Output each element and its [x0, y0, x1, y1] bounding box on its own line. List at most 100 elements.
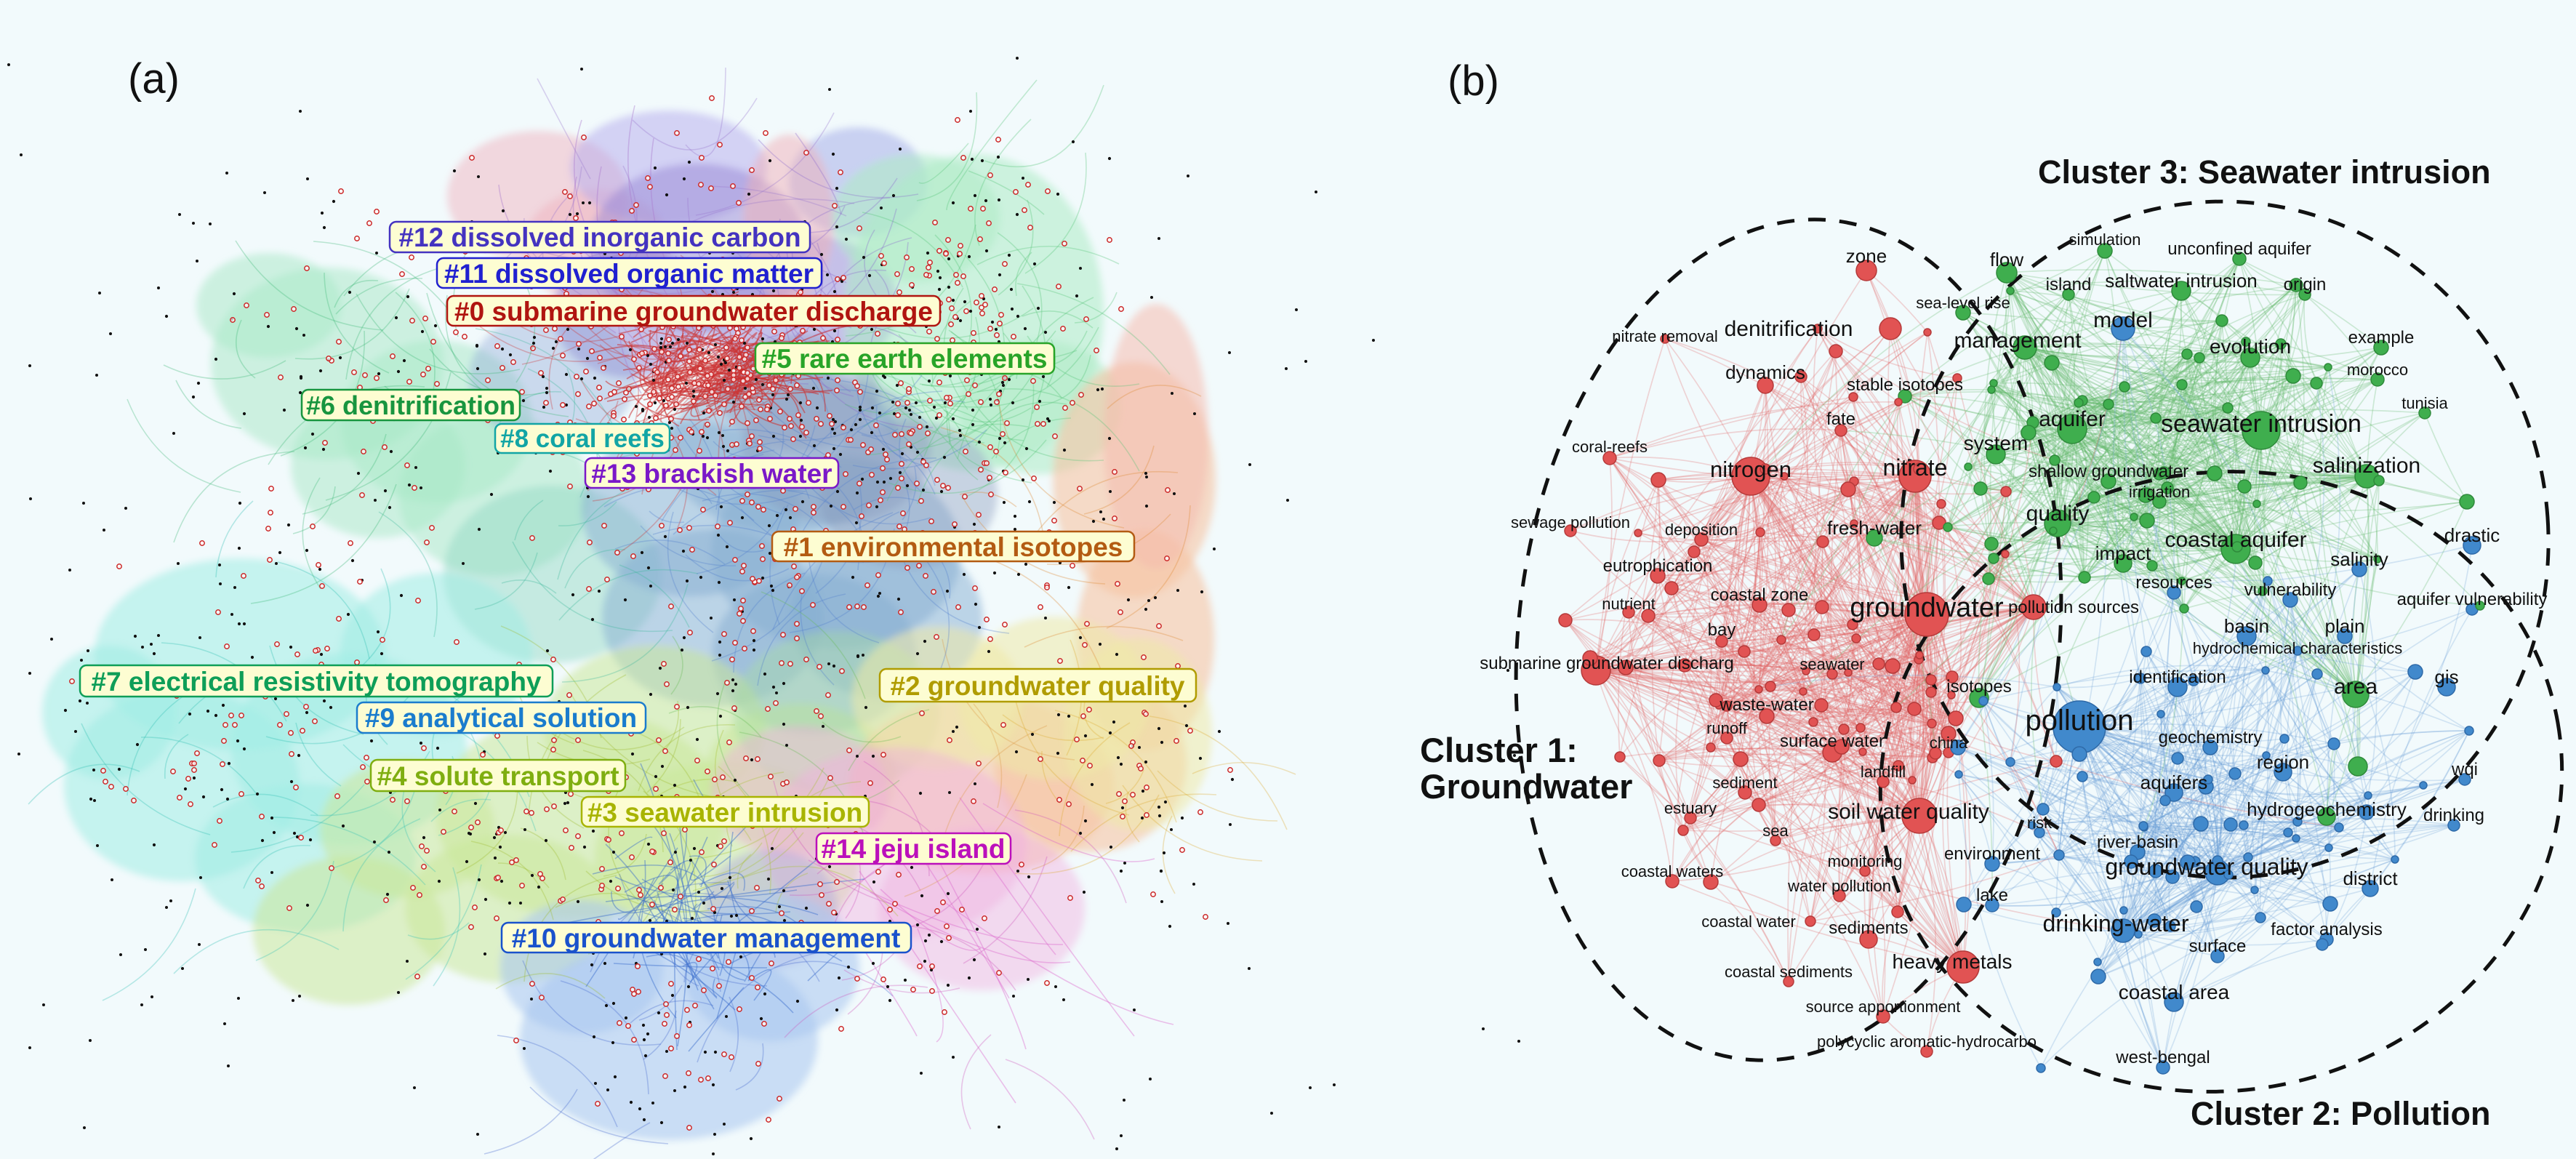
svg-text:#14 jeju island: #14 jeju island	[822, 834, 1006, 864]
svg-text:nitrate: nitrate	[1883, 454, 1948, 481]
svg-text:factor analysis: factor analysis	[2271, 920, 2382, 939]
svg-text:nitrogen: nitrogen	[1710, 457, 1791, 482]
svg-text:drastic: drastic	[2444, 524, 2500, 546]
svg-text:coastal sediments: coastal sediments	[1725, 963, 1853, 981]
svg-text:seawater intrusion: seawater intrusion	[2161, 410, 2362, 438]
svg-text:risk: risk	[2027, 814, 2053, 832]
svg-text:aquifer: aquifer	[2039, 407, 2106, 431]
svg-text:plain: plain	[2325, 615, 2365, 637]
svg-text:west-bengal: west-bengal	[2115, 1048, 2210, 1067]
svg-text:identification: identification	[2129, 667, 2226, 687]
svg-text:island: island	[2046, 275, 2092, 294]
svg-text:#0 submarine groundwater disch: #0 submarine groundwater discharge	[454, 297, 933, 326]
svg-text:tunisia: tunisia	[2402, 394, 2448, 412]
svg-text:irrigation: irrigation	[2129, 483, 2190, 501]
svg-text:estuary: estuary	[1664, 799, 1717, 817]
svg-text:resources: resources	[2135, 573, 2212, 593]
svg-text:aquifers: aquifers	[2140, 771, 2208, 793]
svg-text:runoff: runoff	[1706, 719, 1748, 737]
svg-text:drinking: drinking	[2423, 806, 2484, 825]
svg-text:waste-water: waste-water	[1719, 695, 1813, 715]
svg-text:management: management	[1954, 329, 2082, 353]
svg-text:seawater: seawater	[1799, 655, 1864, 673]
svg-text:coastal waters: coastal waters	[1621, 862, 1724, 881]
svg-text:shallow groundwater: shallow groundwater	[2029, 462, 2188, 481]
svg-text:sediments: sediments	[1829, 918, 1908, 938]
svg-text:morocco: morocco	[2347, 361, 2408, 379]
svg-text:river-basin: river-basin	[2097, 833, 2178, 852]
svg-text:#5 rare earth elements: #5 rare earth elements	[762, 344, 1048, 374]
svg-text:nutrient: nutrient	[1602, 595, 1655, 613]
svg-text:#3 seawater intrusion: #3 seawater intrusion	[587, 798, 862, 827]
svg-text:fate: fate	[1826, 409, 1855, 429]
svg-text:source apportionment: source apportionment	[1806, 998, 1961, 1016]
svg-text:lake: lake	[1976, 886, 2008, 905]
svg-text:sea-level rise: sea-level rise	[1916, 294, 2010, 312]
svg-text:model: model	[2093, 308, 2153, 332]
svg-text:#1 environmental isotopes: #1 environmental isotopes	[784, 532, 1123, 562]
svg-text:area: area	[2334, 675, 2378, 699]
svg-text:eutrophication: eutrophication	[1603, 556, 1713, 576]
svg-text:soil water quality: soil water quality	[1828, 800, 1989, 824]
svg-text:sea: sea	[1762, 822, 1789, 840]
svg-text:salinity: salinity	[2330, 548, 2388, 570]
svg-text:vulnerability: vulnerability	[2244, 580, 2337, 600]
svg-text:coastal aquifer: coastal aquifer	[2164, 528, 2306, 552]
svg-text:origin: origin	[2284, 275, 2327, 294]
svg-text:nitrate removal: nitrate removal	[1612, 327, 1718, 345]
svg-text:stable isotopes: stable isotopes	[1847, 375, 1963, 395]
svg-text:groundwater quality: groundwater quality	[2105, 854, 2308, 880]
svg-text:dynamics: dynamics	[1725, 361, 1805, 383]
svg-text:environment: environment	[1944, 844, 2040, 864]
svg-text:geochemistry: geochemistry	[2159, 728, 2263, 747]
svg-text:fresh-water: fresh-water	[1827, 517, 1922, 539]
svg-text:#4 solute transport: #4 solute transport	[377, 761, 619, 791]
svg-text:#8 coral reefs: #8 coral reefs	[500, 425, 665, 453]
svg-text:aquifer vulnerability: aquifer vulnerability	[2397, 590, 2548, 609]
svg-text:Cluster 2: Pollution: Cluster 2: Pollution	[2191, 1095, 2491, 1132]
svg-text:flow: flow	[1990, 249, 2023, 270]
svg-text:example: example	[2348, 328, 2415, 348]
svg-text:pollution sources: pollution sources	[2008, 598, 2139, 617]
svg-text:#11 dissolved organic matter: #11 dissolved organic matter	[444, 259, 814, 289]
svg-text:#9 analytical solution: #9 analytical solution	[365, 703, 637, 733]
svg-text:quality: quality	[2026, 502, 2090, 526]
svg-text:monitoring: monitoring	[1828, 852, 1903, 870]
svg-text:simulation: simulation	[2069, 230, 2140, 249]
svg-text:#7 electrical resistivity tomo: #7 electrical resistivity tomography	[92, 667, 542, 697]
svg-text:#2 groundwater quality: #2 groundwater quality	[890, 671, 1184, 701]
svg-text:#6 denitrification: #6 denitrification	[306, 390, 515, 420]
svg-text:sediment: sediment	[1712, 774, 1777, 792]
svg-text:zone: zone	[1846, 245, 1887, 267]
svg-text:surface water: surface water	[1780, 731, 1885, 751]
svg-text:gis: gis	[2434, 666, 2458, 688]
svg-text:surface: surface	[2189, 937, 2247, 956]
svg-text:hydrogeochemistry: hydrogeochemistry	[2247, 798, 2407, 820]
svg-text:coastal water: coastal water	[1701, 913, 1796, 931]
svg-text:#12 dissolved inorganic carbon: #12 dissolved inorganic carbon	[398, 222, 801, 252]
svg-text:submarine groundwater discharg: submarine groundwater discharg	[1480, 654, 1734, 673]
svg-text:pollution: pollution	[2025, 705, 2133, 737]
svg-text:evolution: evolution	[2210, 335, 2291, 358]
svg-text:Cluster 3: Seawater intrusion: Cluster 3: Seawater intrusion	[2038, 153, 2491, 191]
svg-text:#10 groundwater management: #10 groundwater management	[512, 923, 901, 953]
svg-text:basin: basin	[2224, 615, 2269, 637]
svg-text:system: system	[1964, 432, 2029, 454]
svg-text:wqi: wqi	[2451, 760, 2478, 779]
svg-text:salinization: salinization	[2313, 454, 2420, 478]
svg-text:#13 brackish water: #13 brackish water	[591, 459, 832, 489]
svg-text:denitrification: denitrification	[1725, 317, 1853, 341]
svg-text:heavy metals: heavy metals	[1893, 950, 2013, 973]
svg-text:coral-reefs: coral-reefs	[1572, 438, 1648, 456]
svg-text:bay: bay	[1708, 620, 1736, 640]
svg-text:sewage pollution: sewage pollution	[1511, 513, 1630, 532]
svg-text:(b): (b)	[1448, 57, 1499, 105]
svg-text:district: district	[2343, 867, 2398, 889]
svg-text:landfill: landfill	[1861, 763, 1906, 781]
svg-text:polycyclic aromatic-hydrocarbo: polycyclic aromatic-hydrocarbo	[1817, 1032, 2037, 1051]
svg-text:unconfined aquifer: unconfined aquifer	[2167, 239, 2311, 259]
svg-text:coastal zone: coastal zone	[1711, 585, 1809, 605]
svg-text:impact: impact	[2095, 542, 2151, 564]
svg-text:drinking-water: drinking-water	[2043, 910, 2189, 937]
svg-text:saltwater intrusion: saltwater intrusion	[2105, 270, 2258, 292]
